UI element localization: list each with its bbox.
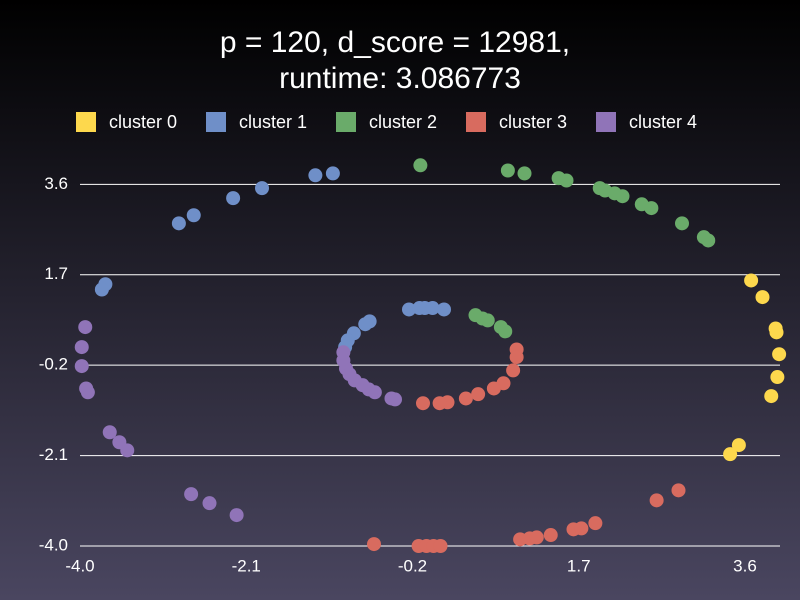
point	[588, 516, 603, 531]
y-tick-label: 3.6	[44, 174, 68, 193]
point	[416, 396, 430, 411]
point	[80, 385, 95, 400]
point	[358, 317, 373, 332]
legend-swatch	[76, 112, 96, 132]
legend-swatch	[466, 112, 486, 132]
x-tick-label: 3.6	[733, 556, 757, 575]
point	[744, 273, 759, 288]
point	[509, 350, 524, 365]
point	[226, 191, 241, 206]
y-tick-label: -2.1	[39, 445, 68, 464]
point	[675, 216, 689, 231]
point	[186, 208, 201, 223]
y-tick-label: -4.0	[39, 535, 68, 554]
point	[770, 370, 785, 385]
point	[543, 528, 558, 543]
point	[413, 158, 428, 173]
point	[769, 325, 784, 340]
point	[731, 438, 746, 453]
point	[388, 392, 402, 407]
point	[437, 302, 451, 317]
point	[755, 290, 770, 305]
point	[202, 496, 217, 511]
point	[500, 163, 515, 178]
point	[486, 381, 501, 396]
y-tick-label: -0.2	[39, 355, 68, 374]
point	[433, 539, 448, 553]
point	[574, 521, 589, 536]
point	[498, 324, 513, 339]
legend-label: cluster 3	[499, 112, 567, 132]
chart-title: runtime: 3.086773	[279, 62, 521, 95]
point	[308, 168, 323, 183]
point	[255, 181, 269, 196]
x-tick-label: -4.0	[65, 556, 94, 575]
legend-label: cluster 1	[239, 112, 307, 132]
x-tick-label: 1.7	[567, 556, 591, 575]
point	[102, 425, 117, 440]
point	[94, 282, 109, 297]
point	[325, 166, 340, 181]
point	[480, 313, 495, 328]
point	[559, 173, 574, 188]
point	[772, 347, 787, 362]
x-tick-label: -0.2	[398, 556, 427, 575]
point	[615, 189, 630, 204]
point	[701, 233, 716, 248]
point	[458, 391, 473, 406]
point	[671, 483, 686, 498]
point	[171, 216, 186, 231]
point	[529, 530, 544, 545]
point	[78, 320, 93, 335]
point	[506, 363, 521, 378]
point	[764, 389, 779, 404]
point	[74, 340, 89, 355]
legend-swatch	[206, 112, 226, 132]
legend-label: cluster 4	[629, 112, 697, 132]
x-tick-label: -2.1	[232, 556, 261, 575]
point	[644, 201, 659, 216]
point	[367, 537, 381, 552]
point	[723, 447, 738, 462]
legend-label: cluster 2	[369, 112, 437, 132]
point	[517, 166, 532, 181]
point	[471, 387, 486, 402]
point	[402, 302, 416, 317]
legend-label: cluster 0	[109, 112, 177, 132]
point	[120, 443, 135, 458]
legend-swatch	[596, 112, 616, 132]
point	[184, 487, 199, 502]
point	[229, 508, 244, 523]
y-tick-label: 1.7	[44, 264, 68, 283]
point	[74, 359, 89, 374]
point	[432, 396, 447, 411]
point	[425, 301, 440, 316]
legend-swatch	[336, 112, 356, 132]
chart-title: p = 120, d_score = 12981,	[220, 26, 570, 59]
point	[367, 385, 382, 400]
point	[649, 493, 664, 508]
